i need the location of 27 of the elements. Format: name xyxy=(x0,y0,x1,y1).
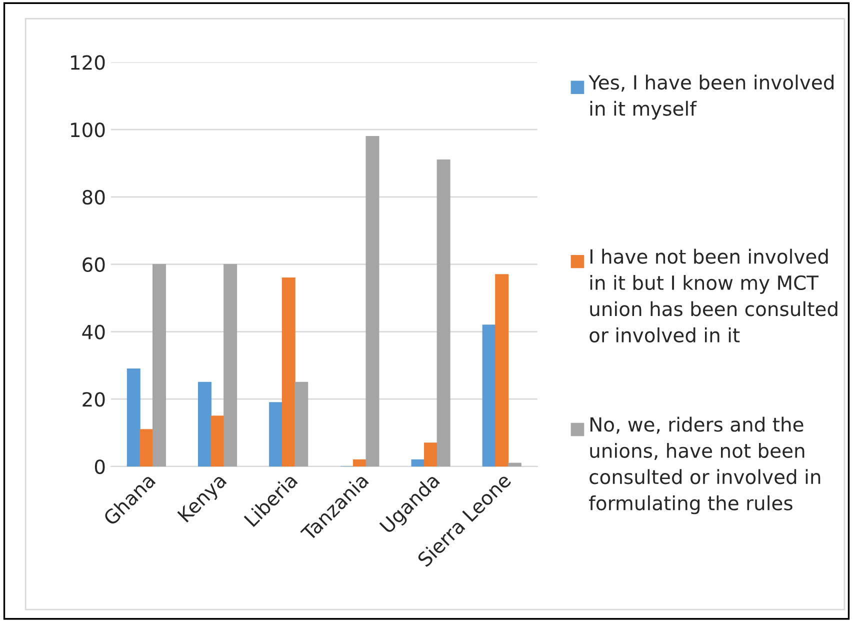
bar xyxy=(224,264,238,466)
bar xyxy=(282,277,296,466)
y-tick-label: 100 xyxy=(71,122,105,138)
bar xyxy=(495,274,509,466)
y-tick-label: 20 xyxy=(82,392,105,407)
y-tick-label: 120 xyxy=(71,55,105,70)
legend-label: No, we, riders and the unions, have not been consulted or involved in formulating the rules xyxy=(589,416,820,514)
bar xyxy=(210,416,224,466)
y-tick-label: 0 xyxy=(94,459,105,474)
bar xyxy=(152,264,166,466)
bar xyxy=(508,462,522,466)
legend-label: Yes, I have been involved in it myself xyxy=(588,74,834,120)
bar xyxy=(126,368,140,466)
bar xyxy=(352,459,366,466)
bar xyxy=(294,382,308,466)
bar xyxy=(269,402,283,466)
bar xyxy=(366,136,380,466)
y-tick-label: 40 xyxy=(82,324,105,340)
y-tick-label: 80 xyxy=(82,190,105,205)
bar xyxy=(198,382,212,466)
legend-label: I have not been involved in it but I know my MCT union has been consulted or involved in it xyxy=(590,248,838,342)
bar xyxy=(436,160,450,466)
bar xyxy=(411,459,425,466)
bar xyxy=(482,324,496,466)
bar xyxy=(424,442,438,466)
y-tick-label: 60 xyxy=(82,257,105,272)
bar xyxy=(140,429,154,466)
